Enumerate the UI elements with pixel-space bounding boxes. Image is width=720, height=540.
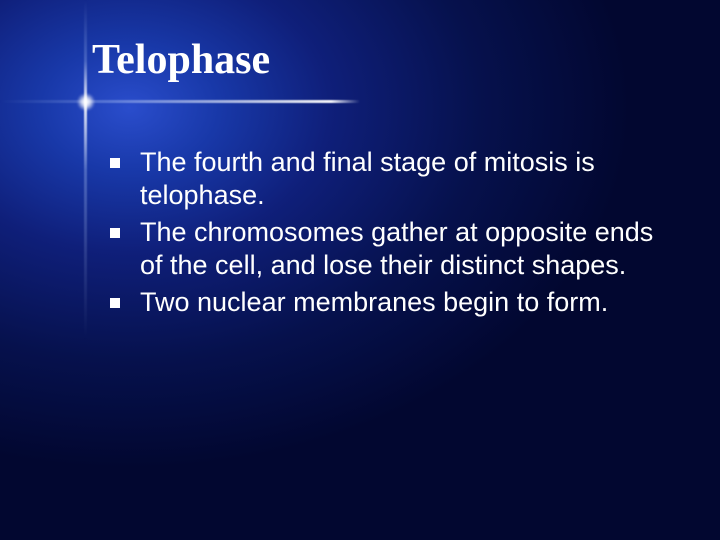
lens-flare-vertical [84, 0, 87, 340]
square-bullet-icon [110, 158, 120, 168]
list-item: The fourth and final stage of mitosis is… [110, 146, 660, 212]
lens-flare-core [77, 93, 95, 111]
square-bullet-icon [110, 298, 120, 308]
bullet-text: The chromosomes gather at opposite ends … [140, 217, 653, 280]
list-item: The chromosomes gather at opposite ends … [110, 216, 660, 282]
list-item: Two nuclear membranes begin to form. [110, 286, 660, 319]
slide-title: Telophase [92, 36, 270, 84]
bullet-text: The fourth and final stage of mitosis is… [140, 147, 595, 210]
bullet-text: Two nuclear membranes begin to form. [140, 287, 608, 317]
slide-body: The fourth and final stage of mitosis is… [110, 146, 660, 323]
slide: Telophase The fourth and final stage of … [0, 0, 720, 540]
lens-flare-horizontal [0, 100, 360, 103]
square-bullet-icon [110, 228, 120, 238]
